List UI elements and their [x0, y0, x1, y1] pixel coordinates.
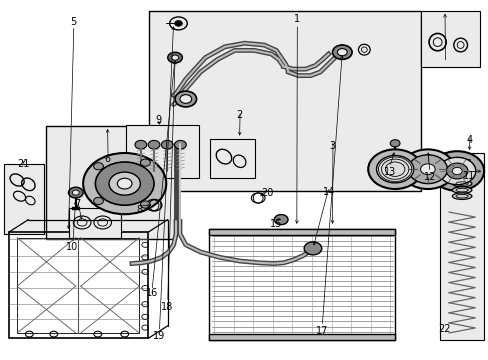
Circle shape: [68, 187, 83, 198]
Circle shape: [451, 167, 461, 175]
Bar: [17, 238, 139, 333]
Circle shape: [140, 201, 150, 208]
Text: 13: 13: [383, 167, 396, 177]
Circle shape: [140, 159, 150, 166]
Text: 9: 9: [156, 114, 162, 125]
Text: 19: 19: [152, 330, 165, 341]
Circle shape: [93, 197, 103, 204]
Circle shape: [367, 149, 421, 189]
Circle shape: [109, 172, 140, 195]
Circle shape: [332, 45, 351, 59]
Text: 16: 16: [145, 288, 158, 298]
Text: 17: 17: [315, 326, 327, 336]
Text: 5: 5: [70, 17, 76, 27]
Text: 3: 3: [329, 141, 335, 151]
Text: 22: 22: [438, 324, 450, 334]
Text: 2: 2: [236, 110, 242, 120]
Text: 8: 8: [136, 204, 142, 215]
Circle shape: [174, 140, 186, 149]
Circle shape: [407, 155, 447, 184]
Text: 14: 14: [322, 186, 334, 197]
Text: 1: 1: [293, 14, 299, 24]
Text: 7: 7: [74, 199, 80, 210]
Bar: [209, 334, 394, 340]
Ellipse shape: [451, 193, 471, 199]
Circle shape: [72, 190, 79, 195]
Circle shape: [83, 153, 166, 214]
Bar: [69, 208, 121, 238]
Text: 20: 20: [261, 188, 273, 198]
Text: 18: 18: [161, 302, 173, 312]
Text: 6: 6: [104, 154, 110, 164]
Circle shape: [148, 140, 160, 149]
Circle shape: [95, 162, 154, 205]
Circle shape: [174, 21, 182, 26]
Circle shape: [171, 55, 178, 60]
Bar: [209, 229, 394, 340]
Text: 15: 15: [269, 219, 282, 229]
Bar: [210, 139, 255, 178]
Circle shape: [389, 140, 399, 147]
Circle shape: [93, 163, 103, 170]
Circle shape: [376, 156, 413, 183]
Bar: [126, 125, 198, 178]
Circle shape: [420, 164, 434, 175]
Text: 12: 12: [423, 172, 436, 182]
Circle shape: [446, 163, 467, 179]
Circle shape: [161, 140, 173, 149]
Circle shape: [337, 49, 346, 56]
Text: 10: 10: [66, 242, 79, 252]
Text: 21: 21: [17, 159, 30, 169]
Text: 4: 4: [466, 135, 471, 145]
Circle shape: [274, 215, 287, 225]
Circle shape: [180, 95, 191, 103]
Bar: [149, 11, 420, 191]
Circle shape: [429, 151, 483, 191]
Ellipse shape: [451, 180, 471, 187]
Circle shape: [438, 157, 475, 185]
Circle shape: [135, 140, 146, 149]
Bar: [420, 11, 479, 67]
Bar: [209, 229, 394, 235]
Bar: [4, 164, 44, 234]
Circle shape: [117, 178, 132, 189]
Ellipse shape: [451, 187, 471, 193]
Circle shape: [400, 149, 454, 189]
Bar: [9, 232, 148, 338]
Text: 11: 11: [462, 171, 475, 181]
Circle shape: [304, 242, 321, 255]
Circle shape: [167, 52, 182, 63]
Bar: [46, 126, 176, 239]
Circle shape: [175, 91, 196, 107]
Bar: [439, 153, 483, 340]
